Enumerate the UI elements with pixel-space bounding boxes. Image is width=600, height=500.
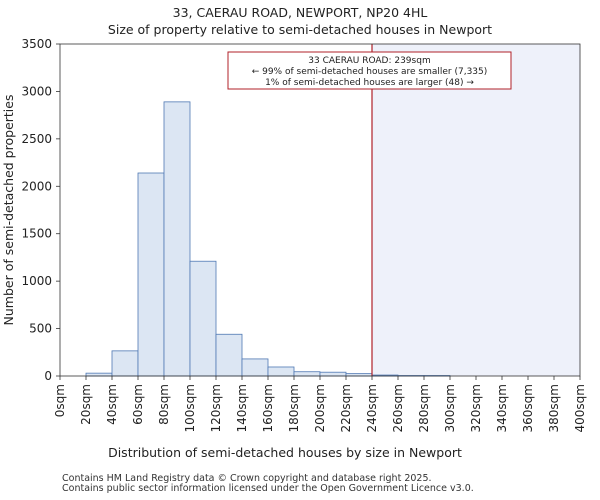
x-tick-label: 340sqm <box>495 384 509 432</box>
histogram-bar <box>163 101 191 377</box>
footer-licence: Contains public sector information licen… <box>62 483 474 494</box>
x-tick-label: 40sqm <box>105 384 119 425</box>
histogram-bar <box>293 371 321 377</box>
y-tick-label: 1500 <box>21 227 52 241</box>
x-tick-label: 220sqm <box>339 384 353 432</box>
histogram-bar <box>137 172 165 377</box>
x-tick-label: 300sqm <box>443 384 457 432</box>
x-tick-label: 160sqm <box>261 384 275 432</box>
y-tick-label: 0 <box>44 369 52 383</box>
y-tick-label: 2000 <box>21 179 52 193</box>
x-tick-label: 20sqm <box>79 384 93 425</box>
histogram-bar <box>267 366 295 377</box>
larger-region-shade <box>372 44 580 376</box>
y-tick-label: 3500 <box>21 37 52 51</box>
annotation-border <box>227 51 512 90</box>
x-tick-label: 260sqm <box>391 384 405 432</box>
annotation-larger: 1% of semi-detached houses are larger (4… <box>265 78 474 88</box>
x-tick-label: 0sqm <box>53 384 67 417</box>
histogram-bar <box>215 333 243 377</box>
x-tick-label: 280sqm <box>417 384 431 432</box>
y-tick-label: 1000 <box>21 274 52 288</box>
x-tick-label: 240sqm <box>365 384 379 432</box>
x-tick-label: 100sqm <box>183 384 197 432</box>
chart-subtitle: Size of property relative to semi-detach… <box>108 22 492 37</box>
x-tick-label: 200sqm <box>313 384 327 432</box>
histogram-bar <box>189 260 217 377</box>
chart-title: 33, CAERAU ROAD, NEWPORT, NP20 4HL <box>173 5 428 20</box>
y-tick-label: 3000 <box>21 84 52 98</box>
y-axis-label: Number of semi-detached properties <box>1 95 16 326</box>
y-tick-label: 2500 <box>21 132 52 146</box>
x-tick-label: 380sqm <box>547 384 561 432</box>
histogram-bar <box>111 350 139 377</box>
x-axis-label: Distribution of semi-detached houses by … <box>108 445 462 460</box>
histogram-bar <box>241 358 269 377</box>
x-tick-label: 180sqm <box>287 384 301 432</box>
y-tick-label: 500 <box>29 322 52 336</box>
annotation-title: 33 CAERAU ROAD: 239sqm <box>308 56 430 66</box>
x-tick-label: 80sqm <box>157 384 171 425</box>
plot-area: 0 500 1000 1500 2000 2500 3000 3500 0sqm 20sqm 40… <box>21 37 587 432</box>
annotation-box: 33 CAERAU ROAD: 239sqm ← 99% of semi-det… <box>227 51 512 90</box>
histogram-bar <box>85 372 113 377</box>
x-tick-label: 60sqm <box>131 384 145 425</box>
annotation-smaller: ← 99% of semi-detached houses are smalle… <box>252 67 488 77</box>
x-tick-label: 140sqm <box>235 384 249 432</box>
histogram-bar <box>319 371 347 377</box>
x-tick-label: 400sqm <box>573 384 587 432</box>
footer-copyright: Contains HM Land Registry data © Crown c… <box>62 473 432 484</box>
x-tick-label: 320sqm <box>469 384 483 432</box>
x-tick-label: 360sqm <box>521 384 535 432</box>
x-tick-label: 120sqm <box>209 384 223 432</box>
